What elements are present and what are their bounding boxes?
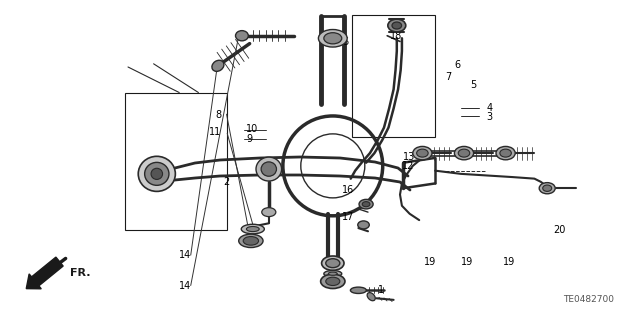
Text: 5: 5 [470,80,477,91]
Ellipse shape [138,156,175,191]
Ellipse shape [458,149,470,157]
Text: 19: 19 [502,256,515,267]
Text: 3: 3 [486,112,493,122]
Text: 4: 4 [486,103,493,114]
Ellipse shape [319,29,347,47]
Ellipse shape [241,224,264,234]
Text: 14: 14 [179,250,191,260]
Text: 8: 8 [215,110,221,120]
Ellipse shape [454,146,474,160]
Ellipse shape [388,19,406,32]
Text: 19: 19 [461,256,474,267]
Ellipse shape [358,221,369,229]
Ellipse shape [324,271,342,277]
Ellipse shape [392,22,402,29]
Text: 13: 13 [403,152,415,162]
Text: 19: 19 [424,256,436,267]
Text: 6: 6 [454,60,461,70]
Bar [352,15,435,137]
Text: 9: 9 [246,134,253,144]
Ellipse shape [236,31,248,41]
Ellipse shape [212,60,224,71]
Bar [125,93,227,230]
Ellipse shape [351,287,367,293]
Ellipse shape [413,146,432,160]
Ellipse shape [261,162,276,176]
Text: TE0482700: TE0482700 [563,295,614,304]
Ellipse shape [367,293,375,301]
Text: 7: 7 [445,71,451,82]
Ellipse shape [321,274,345,288]
Text: 14: 14 [179,280,191,291]
Ellipse shape [262,208,276,217]
Text: 18: 18 [390,31,403,41]
Ellipse shape [326,277,340,286]
Text: 20: 20 [554,225,566,235]
Ellipse shape [543,185,552,191]
Text: 17: 17 [342,212,354,222]
Ellipse shape [256,157,282,181]
Ellipse shape [322,256,344,271]
FancyArrow shape [26,257,63,289]
Text: 16: 16 [342,185,354,195]
Text: 12: 12 [403,161,415,171]
Text: 1: 1 [378,285,384,295]
Text: 11: 11 [209,127,221,137]
Ellipse shape [145,162,169,185]
Text: 10: 10 [246,124,259,134]
Text: 15: 15 [339,37,351,48]
Ellipse shape [328,272,337,275]
Ellipse shape [417,149,428,157]
Text: FR.: FR. [70,268,91,278]
Ellipse shape [359,199,373,209]
Text: 2: 2 [223,177,229,187]
Ellipse shape [239,234,263,248]
Ellipse shape [362,202,370,207]
Ellipse shape [324,33,342,44]
Ellipse shape [151,168,163,180]
Ellipse shape [500,149,511,157]
Ellipse shape [243,237,259,245]
Ellipse shape [326,259,340,268]
Ellipse shape [540,182,556,194]
Ellipse shape [246,226,259,232]
Ellipse shape [496,146,515,160]
